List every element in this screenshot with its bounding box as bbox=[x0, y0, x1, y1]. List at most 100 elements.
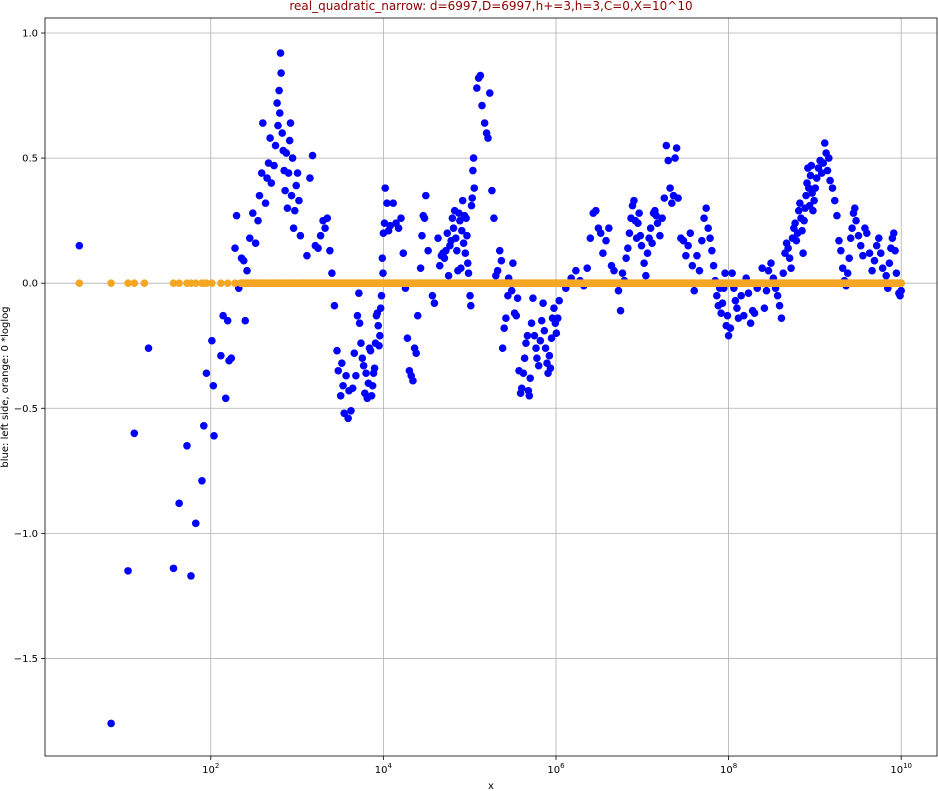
blue-point bbox=[664, 156, 673, 165]
blue-point bbox=[674, 194, 682, 202]
blue-point bbox=[885, 259, 894, 267]
blue-point bbox=[532, 344, 540, 353]
blue-point bbox=[453, 246, 461, 255]
blue-point bbox=[463, 259, 472, 267]
blue-point bbox=[702, 204, 710, 212]
blue-point bbox=[791, 219, 799, 227]
x-tick-exponent: 2 bbox=[215, 762, 219, 770]
blue-point bbox=[686, 229, 695, 237]
blue-point bbox=[277, 69, 285, 77]
blue-point bbox=[823, 166, 832, 175]
blue-point bbox=[359, 361, 368, 370]
blue-point bbox=[876, 249, 885, 257]
blue-point bbox=[338, 359, 346, 368]
blue-point bbox=[522, 339, 530, 348]
orange-point bbox=[202, 279, 211, 287]
blue-point bbox=[507, 286, 516, 295]
blue-point bbox=[175, 499, 183, 508]
x-tick-label: 108 bbox=[720, 762, 737, 776]
blue-point bbox=[344, 414, 352, 423]
blue-point bbox=[526, 374, 535, 383]
blue-point bbox=[466, 301, 475, 310]
orange-point bbox=[169, 279, 178, 287]
blue-point bbox=[283, 204, 292, 212]
blue-point bbox=[210, 431, 218, 440]
blue-point bbox=[878, 264, 887, 272]
blue-point bbox=[850, 204, 859, 212]
x-tick-label: 102 bbox=[202, 762, 219, 776]
blue-point bbox=[688, 261, 697, 270]
blue-point bbox=[668, 199, 676, 207]
blue-point bbox=[342, 371, 350, 380]
blue-point bbox=[245, 234, 254, 242]
blue-point bbox=[308, 151, 317, 160]
plot-frame bbox=[44, 17, 938, 757]
blue-point bbox=[848, 224, 856, 232]
blue-point bbox=[764, 266, 773, 275]
blue-point bbox=[796, 199, 804, 207]
blue-point bbox=[443, 229, 452, 237]
x-tick-base: 10 bbox=[202, 765, 215, 776]
blue-point bbox=[806, 171, 815, 180]
blue-point bbox=[529, 294, 537, 302]
blue-point bbox=[819, 159, 828, 167]
blue-point bbox=[636, 231, 645, 240]
blue-point bbox=[666, 184, 674, 192]
blue-point bbox=[221, 394, 230, 403]
blue-point bbox=[255, 191, 264, 200]
blue-point bbox=[810, 196, 818, 205]
blue-point bbox=[495, 246, 504, 255]
blue-point bbox=[290, 206, 299, 215]
blue-point bbox=[451, 234, 460, 242]
blue-point bbox=[777, 314, 786, 323]
x-tick-base: 10 bbox=[890, 765, 903, 776]
blue-point bbox=[708, 246, 716, 255]
blue-point bbox=[368, 381, 377, 390]
blue-point bbox=[872, 241, 881, 250]
blue-point bbox=[536, 336, 545, 345]
y-tick-label: 1.0 bbox=[22, 29, 38, 40]
orange-point bbox=[124, 279, 132, 287]
blue-point bbox=[199, 421, 208, 430]
blue-point bbox=[863, 229, 871, 237]
blue-point bbox=[374, 321, 382, 330]
blue-point bbox=[519, 369, 528, 378]
blue-point bbox=[682, 251, 690, 260]
blue-point bbox=[618, 269, 627, 277]
blue-point bbox=[183, 441, 191, 450]
blue-point bbox=[530, 331, 539, 340]
blue-point bbox=[500, 324, 508, 333]
blue-point bbox=[468, 194, 477, 202]
blue-point bbox=[709, 261, 718, 270]
blue-point bbox=[635, 209, 643, 217]
blue-point bbox=[658, 214, 666, 222]
blue-point bbox=[762, 286, 771, 295]
blue-point bbox=[144, 344, 153, 353]
orange-point bbox=[191, 279, 200, 287]
orange-point bbox=[75, 279, 84, 287]
orange-point bbox=[208, 279, 216, 287]
blue-point bbox=[367, 391, 376, 400]
blue-point bbox=[263, 174, 271, 182]
blue-point bbox=[865, 249, 874, 257]
blue-point bbox=[435, 261, 444, 270]
blue-point bbox=[874, 234, 883, 242]
blue-point bbox=[285, 136, 294, 145]
blue-point bbox=[513, 294, 522, 302]
blue-point bbox=[830, 196, 839, 205]
blue-point bbox=[232, 211, 241, 220]
blue-point bbox=[799, 249, 807, 257]
y-tick-label: −0.5 bbox=[14, 404, 38, 415]
blue-point bbox=[843, 269, 852, 277]
blue-point bbox=[828, 184, 837, 192]
chart-title: real_quadratic_narrow: d=6997,D=6997,h+=… bbox=[289, 0, 692, 13]
blue-point bbox=[695, 266, 704, 275]
blue-point bbox=[614, 286, 623, 295]
orange-point bbox=[140, 279, 149, 287]
x-tick-label: 1010 bbox=[890, 762, 912, 776]
blue-point bbox=[293, 169, 302, 177]
blue-point bbox=[802, 191, 810, 200]
blue-point bbox=[399, 249, 408, 257]
x-tick-exponent: 6 bbox=[560, 762, 565, 770]
